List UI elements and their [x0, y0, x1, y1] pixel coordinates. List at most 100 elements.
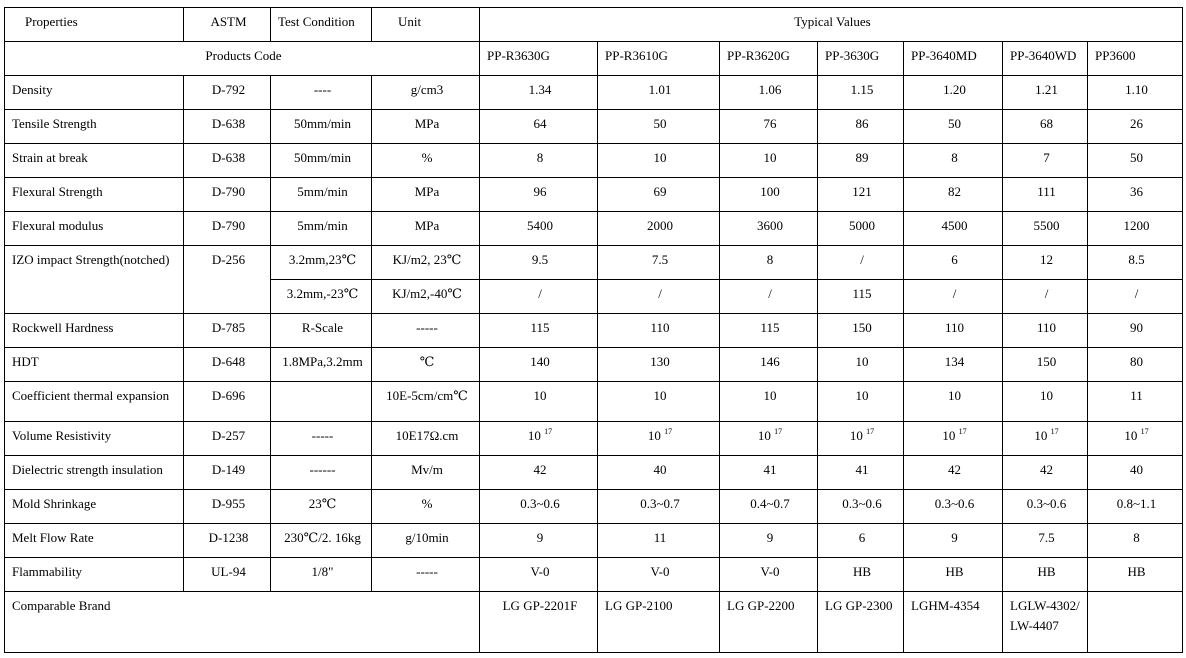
unit: g/10min: [371, 523, 480, 558]
typical-value: 10: [1002, 381, 1088, 422]
typical-value: 10: [817, 347, 904, 382]
typical-value: /: [817, 245, 904, 280]
typical-value: 2000: [597, 211, 720, 246]
typical-value: 10 17: [597, 421, 720, 456]
typical-value: HB: [1002, 557, 1088, 592]
header-unit: Unit: [371, 7, 480, 42]
test-condition: 5mm/min: [270, 211, 372, 246]
test-condition: 3.2mm,-23℃: [270, 279, 372, 314]
unit: -----: [371, 313, 480, 348]
astm-code: D-257: [183, 421, 271, 456]
comparable-brand-row: Comparable Brand LG GP-2201F LG GP-2100 LG …: [4, 591, 1183, 653]
unit: Mv/m: [371, 455, 480, 490]
comparable-brand-value: LG GP-2201F: [479, 591, 598, 653]
typical-value: 5500: [1002, 211, 1088, 246]
header-astm: ASTM: [183, 7, 271, 42]
property-name: Dielectric strength insulation: [4, 455, 184, 490]
property-name: Mold Shrinkage: [4, 489, 184, 524]
value-exponent: 17: [664, 427, 673, 436]
test-condition: [270, 381, 372, 422]
test-condition: ------: [270, 455, 372, 490]
typical-value: /: [597, 279, 720, 314]
unit: ℃: [371, 347, 480, 382]
typical-value: 6: [817, 523, 904, 558]
typical-value: 69: [597, 177, 720, 212]
typical-value: 8: [479, 143, 598, 178]
property-name: Rockwell Hardness: [4, 313, 184, 348]
property-name: HDT: [4, 347, 184, 382]
typical-value: /: [1002, 279, 1088, 314]
typical-value: HB: [903, 557, 1003, 592]
unit: MPa: [371, 109, 480, 144]
product-code: PP-R3630G: [479, 41, 598, 76]
header-properties: Properties: [4, 7, 184, 42]
typical-value: 36: [1087, 177, 1183, 212]
property-name: Flexural modulus: [4, 211, 184, 246]
typical-value: 10: [719, 381, 818, 422]
typical-value: 40: [1087, 455, 1183, 490]
test-condition: 23℃: [270, 489, 372, 524]
typical-value: 96: [479, 177, 598, 212]
test-condition: 3.2mm,23℃: [270, 245, 372, 280]
products-code-label: Products Code: [4, 41, 480, 76]
property-name: Melt Flow Rate: [4, 523, 184, 558]
value-base: 10: [942, 428, 956, 443]
typical-value: 1200: [1087, 211, 1183, 246]
properties-table: Properties ASTM Test Condition Unit Typi…: [4, 7, 1183, 653]
property-name: Coefficient thermal expansion: [4, 381, 184, 422]
typical-value: 110: [1002, 313, 1088, 348]
typical-value: 9.5: [479, 245, 598, 280]
typical-value: V-0: [597, 557, 720, 592]
typical-value: 140: [479, 347, 598, 382]
test-condition: 50mm/min: [270, 109, 372, 144]
astm-code: D-648: [183, 347, 271, 382]
typical-value: 10 17: [1087, 421, 1183, 456]
table-row: Volume Resistivity D-257 ----- 10E17Ω.cm 10 …: [4, 421, 1183, 456]
typical-value: 7: [1002, 143, 1088, 178]
typical-value: 115: [817, 279, 904, 314]
table-row: Flammability UL-94 1/8" ----- V-0 V-0 V-0 HB HB H…: [4, 557, 1183, 592]
typical-value: 40: [597, 455, 720, 490]
typical-value: 68: [1002, 109, 1088, 144]
table-row: Mold Shrinkage D-955 23℃% 0.3~0.6 0.3~0.7 0.4…: [4, 489, 1183, 524]
value-exponent: 17: [774, 427, 783, 436]
table-row: Strain at break D-638 50mm/min% 8 10 10 89 8 7 50: [4, 143, 1183, 178]
typical-value: 150: [1002, 347, 1088, 382]
product-code: PP-3640WD: [1002, 41, 1088, 76]
typical-value: 146: [719, 347, 818, 382]
products-row: Products Code PP-R3630G PP-R3610G PP-R3620…: [4, 41, 1183, 76]
typical-value: 0.3~0.7: [597, 489, 720, 524]
typical-value: 1.34: [479, 75, 598, 110]
typical-value: 9: [479, 523, 598, 558]
typical-value: 0.4~0.7: [719, 489, 818, 524]
typical-value: HB: [1087, 557, 1183, 592]
typical-value: 10: [597, 381, 720, 422]
value-base: 10: [1034, 428, 1048, 443]
unit: MPa: [371, 177, 480, 212]
unit: %: [371, 489, 480, 524]
typical-value: 10: [479, 381, 598, 422]
typical-value: 82: [903, 177, 1003, 212]
typical-value: 100: [719, 177, 818, 212]
typical-value: 121: [817, 177, 904, 212]
typical-value: 8: [903, 143, 1003, 178]
test-condition: 1/8": [270, 557, 372, 592]
table-row: Flexural modulus D-790 5mm/min MPa 5400 2000 3…: [4, 211, 1183, 246]
typical-value: 89: [817, 143, 904, 178]
property-name: Flexural Strength: [4, 177, 184, 212]
typical-value: 1.15: [817, 75, 904, 110]
comparable-brand-label: Comparable Brand: [4, 591, 480, 653]
typical-value: V-0: [479, 557, 598, 592]
table-row: Dielectric strength insulation D-149 -----…: [4, 455, 1183, 490]
astm-code: D-1238: [183, 523, 271, 558]
typical-value: /: [903, 279, 1003, 314]
product-code: PP-R3610G: [597, 41, 720, 76]
table-row: Rockwell Hardness D-785 R-Scale ----- 115 110…: [4, 313, 1183, 348]
typical-value: 0.3~0.6: [1002, 489, 1088, 524]
typical-value: 115: [719, 313, 818, 348]
typical-value: 41: [817, 455, 904, 490]
test-condition: 230℃/2. 16kg: [270, 523, 372, 558]
astm-code: D-785: [183, 313, 271, 348]
astm-code: D-792: [183, 75, 271, 110]
property-name: Density: [4, 75, 184, 110]
